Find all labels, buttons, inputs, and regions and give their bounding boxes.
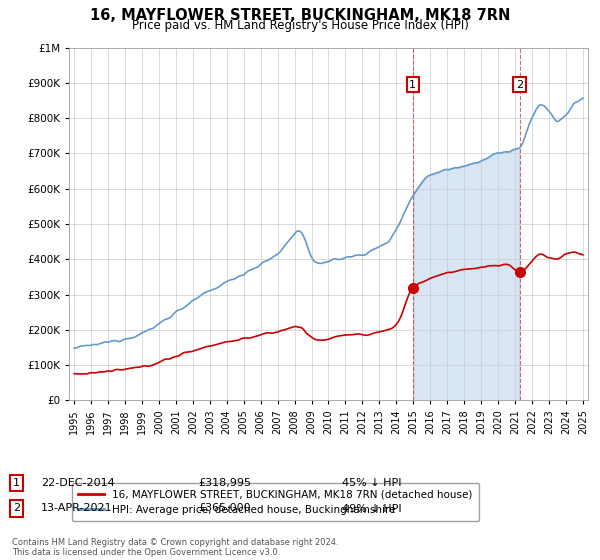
Text: 1: 1 (409, 80, 416, 90)
Text: Price paid vs. HM Land Registry's House Price Index (HPI): Price paid vs. HM Land Registry's House … (131, 19, 469, 32)
Text: £365,000: £365,000 (198, 503, 251, 514)
Text: 49% ↓ HPI: 49% ↓ HPI (342, 503, 401, 514)
Text: 45% ↓ HPI: 45% ↓ HPI (342, 478, 401, 488)
Text: 22-DEC-2014: 22-DEC-2014 (41, 478, 115, 488)
Text: £318,995: £318,995 (198, 478, 251, 488)
Text: 13-APR-2021: 13-APR-2021 (41, 503, 112, 514)
Legend: 16, MAYFLOWER STREET, BUCKINGHAM, MK18 7RN (detached house), HPI: Average price,: 16, MAYFLOWER STREET, BUCKINGHAM, MK18 7… (71, 483, 479, 521)
Text: Contains HM Land Registry data © Crown copyright and database right 2024.
This d: Contains HM Land Registry data © Crown c… (12, 538, 338, 557)
Text: 1: 1 (13, 478, 20, 488)
Text: 2: 2 (13, 503, 20, 514)
Text: 16, MAYFLOWER STREET, BUCKINGHAM, MK18 7RN: 16, MAYFLOWER STREET, BUCKINGHAM, MK18 7… (90, 8, 510, 24)
Text: 2: 2 (516, 80, 523, 90)
